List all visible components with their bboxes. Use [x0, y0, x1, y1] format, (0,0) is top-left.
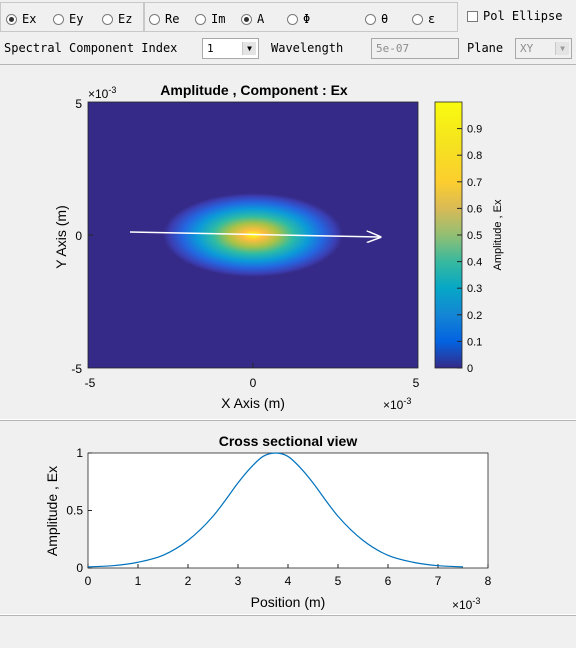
cs-x-axis-label: Position (m): [251, 594, 326, 610]
field-map-figure: Amplitude , Component : Ex -5 0 5 5 0 -5…: [53, 82, 504, 412]
cs-x-tick-label: 7: [435, 574, 442, 588]
dropdown-arrow-icon: ▼: [555, 42, 569, 55]
radio-phase[interactable]: Φ: [287, 12, 310, 26]
cs-x-tick-label: 2: [185, 574, 192, 588]
colorbar-tick-label: 0: [467, 363, 473, 375]
map-x-axis-label: X Axis (m): [221, 395, 285, 411]
colorbar-tick-label: 0.7: [467, 177, 482, 189]
radio-im[interactable]: Im: [195, 12, 225, 26]
map-x-tick-label: -5: [85, 376, 96, 390]
plane-value: XY: [520, 42, 534, 55]
plane-dropdown[interactable]: XY ▼: [515, 38, 572, 59]
cs-x-tick-label: 1: [135, 574, 142, 588]
cs-x-tick-label: 3: [235, 574, 242, 588]
radio-indicator: [365, 13, 376, 25]
radio-label: Ey: [69, 12, 84, 26]
colorbar-tick-label: 0.8: [467, 150, 482, 162]
map-title: Amplitude , Component : Ex: [160, 82, 348, 98]
colorbar-tick-label: 0.3: [467, 283, 482, 295]
radio-indicator: [53, 13, 64, 25]
colorbar-tick-label: 0.9: [467, 124, 482, 136]
colorbar-tick-label: 0.5: [467, 230, 482, 242]
radio-label: ε: [428, 12, 436, 26]
wavelength-label: Wavelength: [271, 41, 344, 55]
map-x-exponent: ×10-3: [383, 396, 411, 412]
cross-section-ticks: 0 1 2 3 4 5 6 7 8 1 0.5 0: [66, 446, 491, 588]
checkbox-box: [467, 10, 478, 22]
radio-label: Im: [211, 12, 226, 26]
radio-label: Φ: [303, 12, 311, 26]
radio-theta[interactable]: θ: [365, 12, 388, 26]
cs-x-exponent: ×10-3: [452, 596, 480, 612]
amplitude-profile-line: [87, 452, 464, 568]
cs-y-tick-label: 0.5: [66, 504, 83, 518]
spectral-index-label: Spectral Component Index: [4, 41, 178, 55]
radio-label: Ex: [22, 12, 37, 26]
radio-amplitude[interactable]: A: [241, 12, 264, 26]
radio-indicator: [412, 13, 423, 25]
map-x-tick-label: 5: [413, 376, 420, 390]
radio-indicator: [195, 13, 206, 25]
radio-ez[interactable]: Ez: [102, 12, 132, 26]
cs-x-tick-label: 4: [285, 574, 292, 588]
cs-y-tick-label: 0: [76, 561, 83, 575]
part-radio-group: Re Im A Φ θ ε: [144, 2, 458, 32]
radio-ey[interactable]: Ey: [53, 12, 83, 26]
pol-ellipse-checkbox[interactable]: Pol Ellipse: [467, 9, 562, 23]
radio-indicator: [6, 13, 17, 25]
spectral-index-value: 1: [207, 42, 214, 55]
field-map-panel: Amplitude , Component : Ex -5 0 5 5 0 -5…: [0, 64, 576, 420]
map-y-tick-label: -5: [71, 362, 82, 376]
dropdown-arrow-icon: ▼: [242, 42, 256, 55]
map-x-tick-label: 0: [250, 376, 257, 390]
cross-section-panel: Cross sectional view 0 1 2 3 4 5 6 7 8 1 0.5 0 ×10-…: [0, 420, 576, 615]
field-selector-bar: Ex Ey Ez Re Im A Φ θ ε Pol Ellipse: [0, 0, 576, 36]
cs-y-tick-label: 1: [76, 446, 83, 460]
status-bar: [0, 615, 576, 648]
radio-ex[interactable]: Ex: [6, 12, 36, 26]
map-y-axis-label: Y Axis (m): [53, 205, 69, 269]
radio-indicator: [102, 13, 113, 25]
cs-x-tick-label: 5: [335, 574, 342, 588]
radio-label: A: [257, 12, 265, 26]
radio-indicator: [241, 13, 252, 25]
radio-indicator: [287, 13, 298, 25]
colorbar-tick-label: 0.1: [467, 336, 482, 348]
colorbar-tick-label: 0.4: [467, 257, 482, 269]
radio-label: θ: [381, 12, 389, 26]
cross-section-arrow[interactable]: [129, 232, 380, 237]
map-y-tick-label: 5: [75, 97, 82, 111]
cross-section-title: Cross sectional view: [219, 433, 358, 449]
cs-x-tick-label: 6: [385, 574, 392, 588]
map-y-exponent: ×10-3: [88, 85, 116, 101]
cs-x-tick-label: 8: [485, 574, 492, 588]
colorbar-label: Amplitude , Ex: [492, 199, 504, 270]
map-y-tick-label: 0: [75, 229, 82, 243]
component-radio-group: Ex Ey Ez: [0, 2, 144, 32]
spectral-index-dropdown[interactable]: 1 ▼: [202, 38, 259, 59]
radio-label: Ez: [118, 12, 133, 26]
colorbar-tick-label: 0.6: [467, 203, 482, 215]
cross-section-plot-area: [87, 452, 489, 569]
cross-section-figure: Cross sectional view 0 1 2 3 4 5 6 7 8 1 0.5 0 ×10-…: [44, 433, 492, 612]
radio-label: Re: [165, 12, 180, 26]
plane-label: Plane: [467, 41, 504, 55]
cs-y-axis-label: Amplitude , Ex: [44, 466, 60, 556]
radio-re[interactable]: Re: [149, 12, 179, 26]
radio-indicator: [149, 13, 160, 25]
radio-epsilon[interactable]: ε: [412, 12, 435, 26]
colorbar-tick-label: 0.2: [467, 310, 482, 322]
checkbox-label: Pol Ellipse: [483, 9, 563, 23]
cs-x-tick-label: 0: [85, 574, 92, 588]
wavelength-field[interactable]: 5e-07: [371, 38, 459, 59]
colorbar-ticks: 0.9 0.8 0.7 0.6 0.5 0.4 0.3 0.2 0.1 0: [457, 124, 482, 375]
